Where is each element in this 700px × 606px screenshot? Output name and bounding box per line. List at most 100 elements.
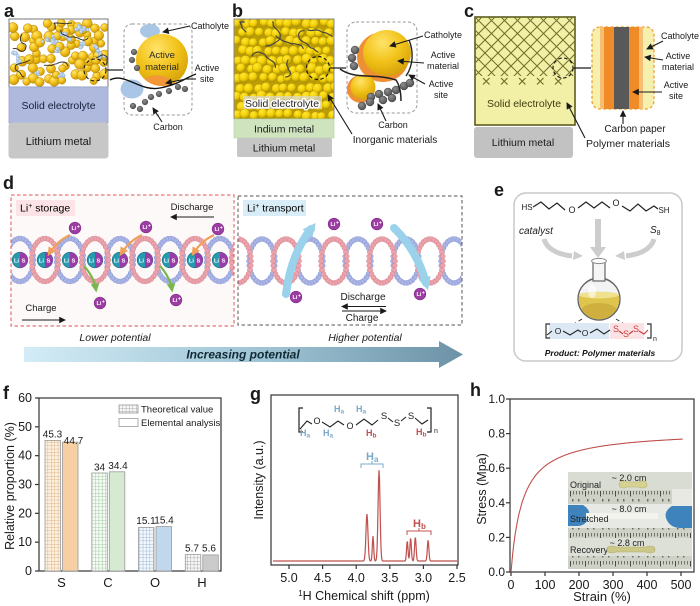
- svg-text:Recovery: Recovery: [570, 545, 609, 555]
- svg-text:HS: HS: [521, 203, 532, 212]
- svg-text:Li: Li: [173, 298, 178, 304]
- svg-text:Catholyte: Catholyte: [191, 21, 229, 31]
- svg-text:Ha: Ha: [356, 404, 367, 416]
- svg-text:Indium metal: Indium metal: [254, 124, 314, 136]
- svg-text:~ 8.0 cm: ~ 8.0 cm: [612, 504, 647, 514]
- svg-text:Catholyte: Catholyte: [424, 30, 462, 40]
- svg-text:Li: Li: [143, 225, 148, 231]
- svg-text:0.6: 0.6: [488, 461, 505, 475]
- svg-text:S: S: [196, 258, 200, 264]
- svg-text:Solid electrolyte: Solid electrolyte: [21, 100, 95, 112]
- svg-text:Ha: Ha: [334, 404, 345, 416]
- svg-text:S: S: [394, 418, 400, 429]
- svg-text:0.0: 0.0: [488, 565, 505, 579]
- svg-text:5.6: 5.6: [202, 544, 216, 555]
- svg-text:Charge: Charge: [346, 313, 379, 324]
- svg-text:Discharge: Discharge: [171, 202, 214, 213]
- svg-text:0.8: 0.8: [488, 427, 505, 441]
- svg-text:Lower potential: Lower potential: [79, 332, 151, 344]
- svg-text:44.7: 44.7: [64, 436, 84, 447]
- svg-text:Li: Li: [215, 227, 220, 233]
- svg-text:Ha: Ha: [366, 451, 379, 464]
- svg-text:Li+ transport: Li+ transport: [247, 203, 304, 215]
- svg-text:c: c: [464, 1, 474, 21]
- svg-text:d: d: [3, 173, 14, 193]
- svg-text:O: O: [150, 575, 160, 590]
- svg-text:Ha: Ha: [323, 428, 334, 440]
- svg-text:400: 400: [637, 578, 658, 592]
- svg-text:10: 10: [18, 535, 32, 549]
- svg-text:0.4: 0.4: [488, 496, 505, 510]
- svg-text:O: O: [582, 328, 589, 338]
- svg-text:4.5: 4.5: [314, 571, 331, 585]
- svg-text:Product: Polymer materials: Product: Polymer materials: [545, 348, 656, 358]
- svg-text:S: S: [613, 324, 619, 334]
- svg-text:Stress (Mpa): Stress (Mpa): [475, 453, 489, 525]
- svg-text:O: O: [612, 198, 619, 208]
- svg-text:S: S: [96, 258, 100, 264]
- svg-text:Charge: Charge: [25, 303, 56, 314]
- svg-text:~ 2.8 cm: ~ 2.8 cm: [610, 538, 645, 548]
- svg-text:Li: Li: [139, 258, 145, 264]
- svg-text:Li: Li: [214, 258, 220, 264]
- svg-text:a: a: [4, 1, 15, 21]
- svg-text:S: S: [623, 329, 629, 339]
- svg-text:C: C: [103, 575, 112, 590]
- svg-text:Active: Active: [149, 50, 175, 61]
- svg-text:S: S: [381, 411, 387, 422]
- svg-text:Stretched: Stretched: [570, 514, 609, 524]
- svg-text:Elemental analysis: Elemental analysis: [141, 418, 220, 429]
- svg-text:45.3: 45.3: [43, 430, 63, 441]
- svg-text:1H Chemical shift (ppm): 1H Chemical shift (ppm): [298, 589, 430, 603]
- svg-text:Li: Li: [417, 292, 422, 298]
- svg-text:3.5: 3.5: [381, 571, 398, 585]
- svg-text:O: O: [568, 205, 575, 215]
- svg-text:30: 30: [18, 478, 32, 492]
- svg-text:S: S: [408, 411, 414, 422]
- svg-text:Increasing potential: Increasing potential: [186, 348, 300, 362]
- svg-text:Active: Active: [666, 51, 691, 61]
- svg-text:Solid electrolyte: Solid electrolyte: [487, 98, 561, 110]
- svg-text:S: S: [146, 258, 150, 264]
- svg-text:200: 200: [569, 578, 590, 592]
- svg-text:Hb: Hb: [366, 428, 377, 440]
- svg-text:site: site: [669, 91, 683, 101]
- svg-text:Li: Li: [114, 258, 120, 264]
- svg-text:h: h: [470, 380, 481, 400]
- svg-text:S: S: [171, 258, 175, 264]
- svg-text:g: g: [250, 384, 261, 404]
- svg-text:Higher potential: Higher potential: [328, 332, 402, 344]
- svg-text:Solid electrolyte: Solid electrolyte: [245, 98, 319, 110]
- svg-text:Ha: Ha: [300, 428, 311, 440]
- svg-text:34: 34: [94, 463, 106, 474]
- svg-text:Li: Li: [14, 258, 20, 264]
- svg-text:15.4: 15.4: [154, 516, 174, 527]
- svg-text:Strain (%): Strain (%): [573, 589, 631, 604]
- svg-text:Inorganic materials: Inorganic materials: [353, 135, 437, 146]
- svg-text:S8: S8: [650, 225, 661, 237]
- svg-text:e: e: [494, 180, 504, 200]
- svg-text:S: S: [121, 258, 125, 264]
- svg-text:Active: Active: [429, 79, 454, 89]
- svg-text:material: material: [662, 62, 694, 72]
- svg-text:site: site: [434, 90, 448, 100]
- svg-text:Li: Li: [89, 258, 95, 264]
- svg-text:Li: Li: [72, 226, 77, 232]
- svg-text:300: 300: [603, 578, 624, 592]
- svg-text:500: 500: [671, 578, 692, 592]
- svg-text:3.0: 3.0: [415, 571, 432, 585]
- svg-text:S: S: [21, 258, 25, 264]
- svg-text:site: site: [200, 74, 214, 84]
- svg-text:Lithium metal: Lithium metal: [26, 136, 91, 148]
- svg-text:5.0: 5.0: [280, 571, 297, 585]
- svg-text:material: material: [145, 62, 179, 73]
- svg-text:Original: Original: [570, 480, 601, 490]
- svg-text:Carbon paper: Carbon paper: [604, 124, 666, 135]
- svg-text:1.0: 1.0: [488, 392, 505, 406]
- svg-text:0.2: 0.2: [488, 530, 505, 544]
- svg-text:Lithium metal: Lithium metal: [492, 137, 554, 149]
- svg-text:O: O: [313, 416, 320, 426]
- svg-text:Carbon: Carbon: [378, 120, 408, 130]
- svg-text:Li: Li: [39, 258, 45, 264]
- svg-text:S: S: [71, 258, 75, 264]
